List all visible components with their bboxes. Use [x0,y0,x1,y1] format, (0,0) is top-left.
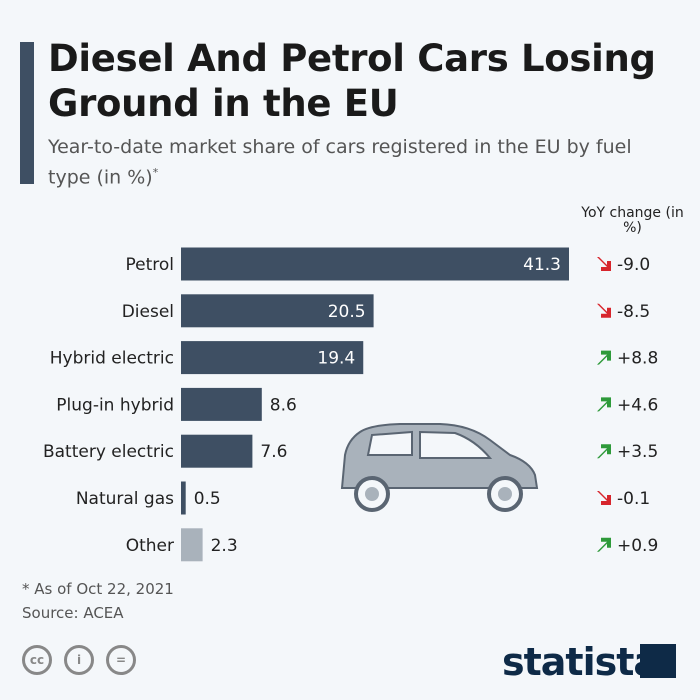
statista-logo-mark-icon [640,644,676,678]
category-label: Diesel [122,302,174,322]
yoy-change-value: +0.9 [617,536,658,556]
arrow-down-icon [597,491,611,505]
yoy-change-value: -9.0 [617,255,650,275]
bar-petrol [181,247,569,281]
value-label: 0.5 [194,489,221,509]
no-derivatives-icon: = [106,645,136,675]
category-label: Other [126,536,174,556]
value-label: 2.3 [211,536,238,556]
footnote: * As of Oct 22, 2021 [22,580,174,598]
yoy-change-value: -8.5 [617,302,650,322]
title-accent-bar [20,42,34,184]
bar-natural-gas [181,481,186,515]
value-label: 20.5 [328,302,366,322]
subtitle-text: Year-to-date market share of cars regist… [48,136,632,189]
value-label: 19.4 [317,349,355,369]
cc-icon: cc [22,645,52,675]
subtitle-footnote-mark: * [152,166,159,179]
arrow-up-icon [597,350,611,365]
value-label: 41.3 [523,255,561,275]
attribution-icon: i [64,645,94,675]
car-illustration-icon [340,423,539,512]
bar-hybrid-electric [181,341,364,375]
yoy-change-value: +8.8 [617,349,658,369]
arrow-up-icon [597,444,611,459]
arrow-up-icon [597,397,611,412]
bar-battery-electric [181,434,253,468]
bar-diesel [181,294,374,328]
yoy-change-value: -0.1 [617,489,650,509]
source: Source: ACEA [22,604,124,622]
chart-title: Diesel And Petrol Cars Losing Ground in … [48,37,656,125]
arrow-down-icon [597,303,611,318]
bar-other [181,528,203,562]
value-label: 8.6 [270,395,297,415]
bar-plug-in-hybrid [181,387,262,421]
statista-logo: statista [502,640,659,684]
chart-subtitle: Year-to-date market share of cars regist… [48,134,668,190]
category-label: Hybrid electric [50,349,174,369]
yoy-change-value: +3.5 [617,442,658,462]
category-label: Petrol [125,255,174,275]
value-label: 7.6 [260,442,287,462]
arrow-up-icon [597,537,611,552]
yoy-change-value: +4.6 [617,395,658,415]
yoy-header: YoY change (in %) [581,205,684,236]
arrow-down-icon [597,257,611,271]
category-label: Plug-in hybrid [56,395,174,415]
category-label: Natural gas [76,489,174,509]
category-label: Battery electric [43,442,174,462]
